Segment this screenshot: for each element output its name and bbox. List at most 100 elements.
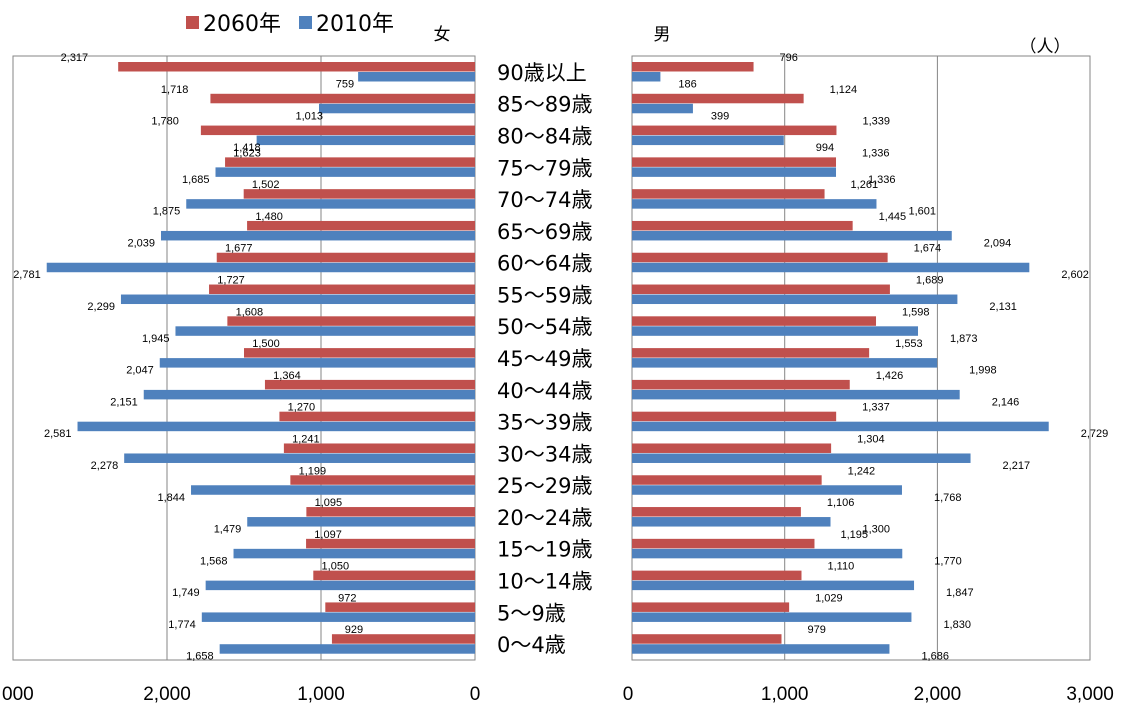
female-data-label: 759 <box>336 79 354 91</box>
female-bar-2010 <box>160 230 475 241</box>
legend-label-2060: 2060年 <box>203 12 281 37</box>
male-data-label: 1,674 <box>914 243 942 255</box>
male-bar-2010 <box>632 262 1030 273</box>
female-data-label: 1,500 <box>252 338 280 350</box>
male-data-label: 1,336 <box>868 174 896 186</box>
female-data-label: 2,299 <box>87 301 115 313</box>
male-bar-2060 <box>632 570 802 581</box>
male-bar-2060 <box>632 475 822 485</box>
male-bar-2010 <box>632 548 903 559</box>
female-data-label: 1,013 <box>295 110 323 122</box>
female-data-label: 1,945 <box>142 333 170 345</box>
female-data-label: 2,317 <box>61 52 89 64</box>
female-bar-2010 <box>46 262 475 273</box>
male-bar-2010 <box>632 294 958 305</box>
age-category-label: 45～49歳 <box>497 347 592 371</box>
male-data-label: 186 <box>678 79 696 91</box>
female-bar-2010 <box>358 72 475 82</box>
age-category-label: 25～29歳 <box>497 474 592 498</box>
male-data-label: 1,426 <box>876 370 904 382</box>
female-bar-2010 <box>219 644 475 654</box>
female-bar-2060 <box>118 62 475 72</box>
male-bar-2060 <box>632 316 877 326</box>
age-category-label: 75～79歳 <box>497 156 592 180</box>
female-bar-2060 <box>264 379 475 390</box>
male-bar-2060 <box>632 284 890 295</box>
male-data-label: 1,106 <box>827 497 855 509</box>
male-bar-2010 <box>632 485 902 495</box>
age-category-label: 60～64歳 <box>497 252 592 276</box>
female-bar-2060 <box>216 252 475 263</box>
age-category-label: 5～9歳 <box>497 601 566 625</box>
female-data-label: 929 <box>345 624 363 636</box>
male-data-label: 1,304 <box>857 433 885 445</box>
age-category-label: 30～34歳 <box>497 442 592 466</box>
male-data-label: 2,217 <box>1003 460 1031 472</box>
female-x-tick-label: 000 <box>2 684 34 705</box>
male-bar-2060 <box>632 62 754 72</box>
male-data-label: 1,195 <box>840 529 868 541</box>
female-bar-2010 <box>175 326 475 336</box>
male-x-tick-label: 1,000 <box>761 684 809 705</box>
male-data-label: 1,601 <box>908 206 936 218</box>
female-bar-2060 <box>244 348 475 358</box>
male-data-label: 1,873 <box>950 333 978 345</box>
male-bar-2010 <box>632 358 938 368</box>
female-bar-2010 <box>191 485 476 495</box>
female-bar-2010 <box>159 358 475 368</box>
male-bar-2060 <box>632 538 815 549</box>
male-data-label: 1,689 <box>916 275 944 287</box>
female-data-label: 1,608 <box>236 306 264 318</box>
age-category-label: 80～84歳 <box>497 124 592 148</box>
female-bar-2060 <box>227 316 475 326</box>
female-data-label: 1,199 <box>299 465 327 477</box>
female-data-label: 1,718 <box>161 84 189 96</box>
female-bar-2060 <box>306 538 475 549</box>
male-data-label: 1,768 <box>934 492 962 504</box>
legend: 2060年 2010年 <box>186 6 394 38</box>
female-bar-2010 <box>247 517 475 527</box>
male-bar-2060 <box>632 125 837 136</box>
legend-swatch-2010 <box>299 15 312 29</box>
female-bar-2010 <box>201 612 475 622</box>
male-data-label: 1,998 <box>969 365 997 377</box>
male-data-label: 1,770 <box>934 555 962 567</box>
female-bar-2060 <box>313 570 475 581</box>
male-bar-2010 <box>632 580 915 591</box>
female-data-label: 1,875 <box>153 206 181 218</box>
female-data-label: 1,749 <box>172 587 200 599</box>
female-data-label: 1,050 <box>322 561 350 573</box>
male-bar-2010 <box>632 199 877 209</box>
age-category-label: 50～54歳 <box>497 315 592 339</box>
male-bar-2060 <box>632 348 870 358</box>
male-data-label: 1,598 <box>902 306 930 318</box>
female-data-label: 2,278 <box>91 460 119 472</box>
female-data-label: 1,844 <box>157 492 185 504</box>
male-bar-2060 <box>632 220 853 231</box>
male-data-label: 1,124 <box>830 84 858 96</box>
age-category-label: 20～24歳 <box>497 506 592 530</box>
female-bar-2060 <box>209 284 476 295</box>
female-data-label: 2,047 <box>126 365 154 377</box>
female-data-label: 1,364 <box>273 370 301 382</box>
male-bar-2060 <box>632 93 804 104</box>
female-data-label: 1,677 <box>225 243 253 255</box>
female-data-label: 2,151 <box>110 396 138 408</box>
age-category-label: 0～4歳 <box>497 633 566 657</box>
male-bar-2010 <box>632 103 693 114</box>
female-data-label: 1,095 <box>315 497 343 509</box>
male-data-label: 979 <box>807 624 825 636</box>
male-data-label: 399 <box>711 110 729 122</box>
age-category-label: 70～74歳 <box>497 188 592 212</box>
male-x-tick-label: 0 <box>623 684 634 705</box>
legend-item-2010: 2010年 <box>299 6 394 38</box>
male-bar-2060 <box>632 252 888 263</box>
female-data-label: 1,727 <box>217 275 245 287</box>
female-data-label: 1,502 <box>252 179 280 191</box>
male-data-label: 2,729 <box>1081 428 1109 440</box>
female-data-label: 1,097 <box>314 529 342 541</box>
female-bar-2010 <box>120 294 475 305</box>
female-panel-frame <box>12 55 476 661</box>
legend-swatch-2060 <box>186 15 199 29</box>
